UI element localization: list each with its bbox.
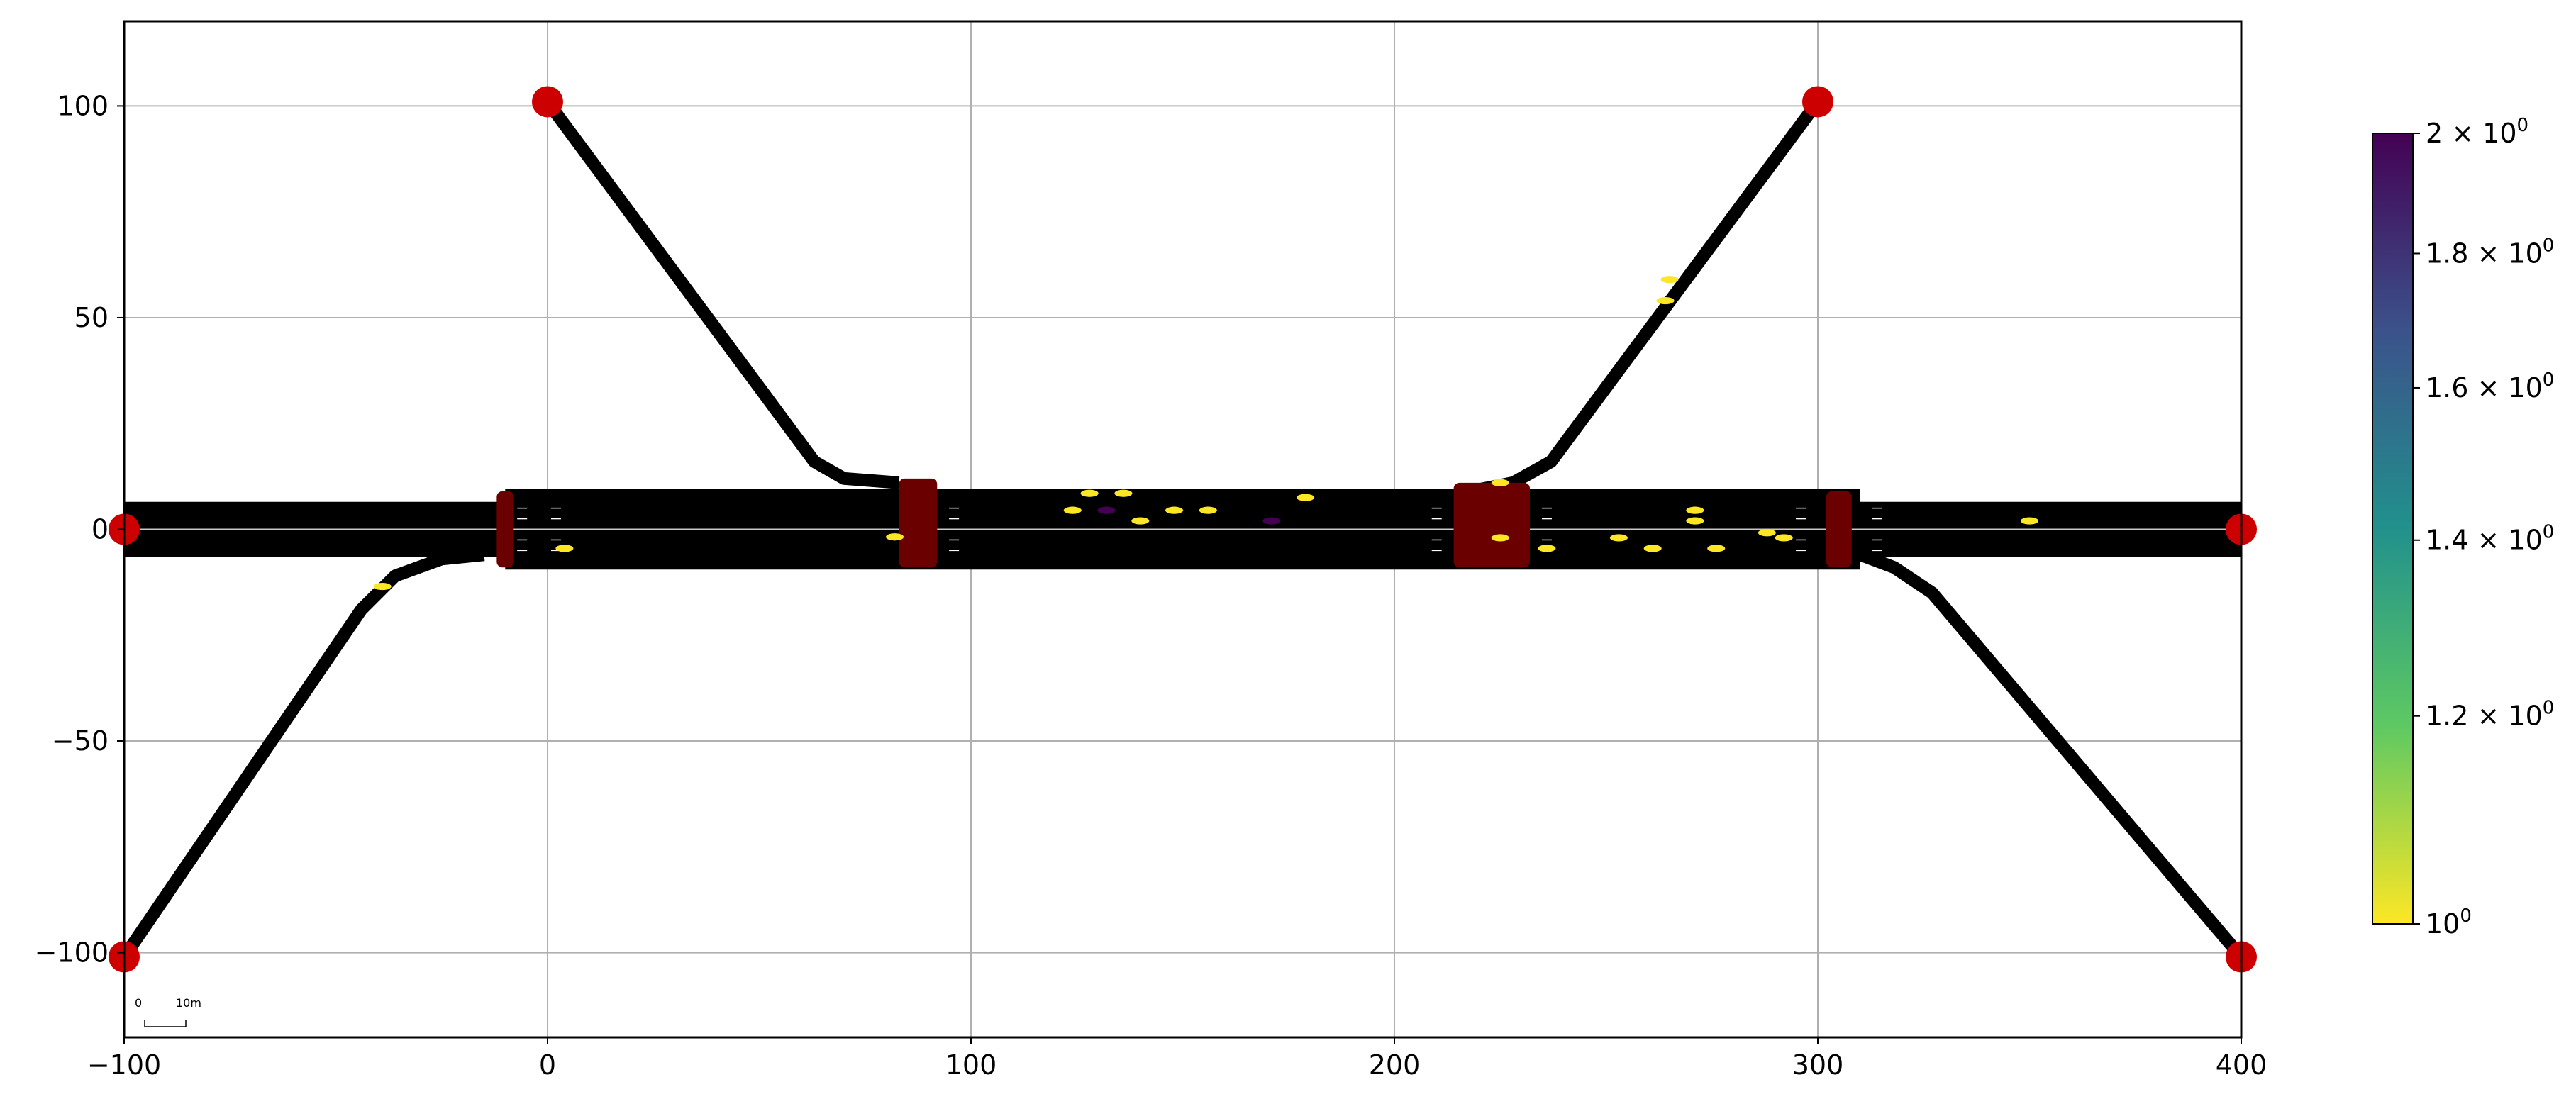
scale-bar-zero: 0 xyxy=(135,996,142,1010)
vehicle-marker xyxy=(1165,506,1184,514)
x-tick-label: 0 xyxy=(539,1049,556,1081)
colorbar-tick-label: 1.8 × 100 xyxy=(2426,235,2554,269)
road-south-west xyxy=(118,548,485,961)
endpoint-marker xyxy=(1802,86,1833,118)
y-axis-ticks: −100 −50 0 50 100 xyxy=(35,90,124,969)
y-tick-label: −100 xyxy=(35,937,109,969)
vehicle-marker xyxy=(373,583,392,591)
x-tick-label: −100 xyxy=(87,1049,161,1081)
y-tick-label: 100 xyxy=(57,90,109,121)
junction-area xyxy=(1826,491,1852,568)
vehicle-marker xyxy=(1609,534,1628,542)
vehicle-marker xyxy=(1491,479,1509,486)
x-axis-ticks: −100 0 100 200 300 400 xyxy=(87,1037,2267,1081)
vehicle-marker xyxy=(2020,517,2039,525)
vehicle-marker xyxy=(1297,494,1315,501)
vehicle-marker xyxy=(1491,534,1509,542)
colorbar xyxy=(2372,133,2414,925)
vehicle-marker xyxy=(1262,517,1281,525)
vehicle-marker xyxy=(1063,506,1082,514)
vehicle-marker xyxy=(1660,276,1679,284)
scale-bar: 0 10m xyxy=(135,996,201,1027)
y-tick-label: 50 xyxy=(74,302,109,333)
vehicle-marker xyxy=(1131,517,1150,525)
x-tick-label: 300 xyxy=(1792,1049,1844,1081)
y-tick-label: 0 xyxy=(91,514,109,545)
vehicle-marker xyxy=(1538,545,1556,552)
colorbar-tick-label: 100 xyxy=(2426,905,2472,939)
vehicle-marker xyxy=(1775,534,1793,542)
colorbar-ticks: 2 × 100 1.8 × 100 1.6 × 100 1.4 × 100 1.2 × … xyxy=(2413,115,2554,939)
vehicle-marker xyxy=(886,533,904,541)
vehicle-marker xyxy=(1656,297,1675,305)
vehicle-marker xyxy=(1643,545,1662,552)
colorbar-tick-label: 1.4 × 100 xyxy=(2426,522,2554,556)
junctions xyxy=(496,478,1852,568)
vehicle-marker xyxy=(1758,529,1776,537)
vehicle-marker xyxy=(1199,506,1217,514)
vehicle-marker xyxy=(1114,489,1133,497)
colorbar-tick-label: 1.6 × 100 xyxy=(2426,369,2554,403)
colorbar-tick-label: 1.2 × 100 xyxy=(2426,698,2554,732)
junction-area xyxy=(899,478,938,568)
junction-area xyxy=(1453,482,1531,568)
vehicle-marker xyxy=(555,545,574,552)
road-south-east xyxy=(1858,548,2246,961)
x-tick-label: 400 xyxy=(2216,1049,2267,1081)
scale-bar-bracket xyxy=(144,1020,187,1027)
y-tick-label: −50 xyxy=(52,725,109,757)
endpoints xyxy=(109,86,2257,973)
x-tick-label: 200 xyxy=(1369,1049,1421,1081)
scale-bar-label: 10m xyxy=(176,996,201,1010)
road-north-west xyxy=(542,98,900,489)
vehicle-marker xyxy=(1707,545,1726,552)
junction-area xyxy=(496,491,514,568)
endpoint-marker xyxy=(532,86,563,118)
x-tick-label: 100 xyxy=(945,1049,997,1081)
vehicle-marker xyxy=(1686,517,1704,525)
colorbar-tick-label: 2 × 100 xyxy=(2426,115,2528,149)
vehicle-marker xyxy=(1686,506,1704,514)
vehicle-marker xyxy=(1097,506,1116,514)
vehicle-marker xyxy=(1080,489,1099,497)
vehicles xyxy=(373,276,2039,591)
road-north-east xyxy=(1469,98,1823,498)
